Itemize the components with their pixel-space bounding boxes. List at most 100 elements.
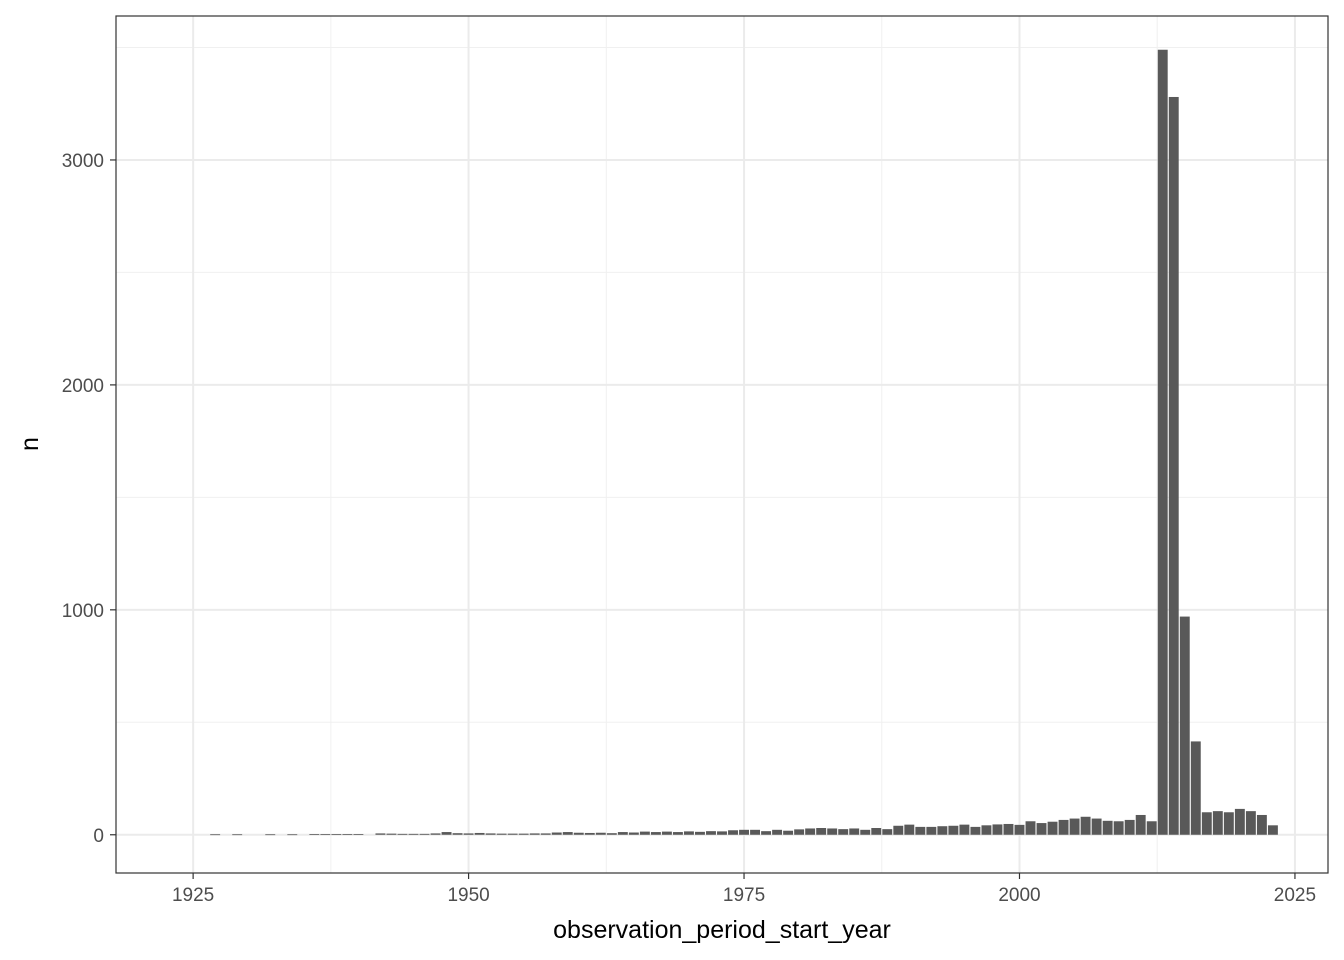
bar [430, 833, 441, 835]
bar [816, 828, 827, 835]
bar [375, 833, 386, 835]
y-axis-ticks: 0 1000 2000 3000 [62, 151, 116, 847]
x-axis-title: observation_period_start_year [553, 916, 891, 944]
bar [1201, 812, 1212, 835]
bar [1223, 812, 1234, 835]
bar [860, 829, 871, 835]
bar [1003, 823, 1014, 835]
bar [661, 831, 672, 835]
bar [386, 833, 397, 835]
bar [232, 834, 243, 836]
bar [683, 831, 694, 835]
bar [871, 828, 882, 835]
bar [695, 831, 705, 835]
bar [992, 824, 1003, 835]
bar [1168, 96, 1179, 835]
bar [717, 831, 727, 835]
bar [518, 833, 529, 835]
bar [915, 826, 926, 835]
bar [562, 832, 573, 835]
bar [1080, 816, 1091, 835]
bar [882, 829, 893, 835]
x-tick-label: 2025 [1274, 885, 1316, 906]
bar [353, 834, 364, 835]
bar [728, 830, 738, 835]
bar [617, 832, 628, 835]
bar [1058, 819, 1069, 835]
bar [584, 832, 595, 835]
bar [1157, 49, 1168, 835]
x-tick-label: 1925 [172, 885, 214, 906]
bar [1025, 821, 1036, 835]
bar [485, 833, 496, 835]
bar [739, 829, 749, 835]
bar [1190, 741, 1201, 835]
y-tick-label: 1000 [62, 601, 104, 622]
bar [1146, 821, 1157, 835]
bar [1256, 814, 1267, 835]
bar [650, 832, 661, 835]
bar [893, 825, 904, 835]
y-tick-label: 2000 [62, 376, 104, 397]
x-tick-label: 1950 [447, 885, 489, 906]
bar [948, 825, 959, 835]
bar [474, 832, 485, 835]
bar [419, 833, 430, 835]
bar [628, 832, 639, 835]
bar [441, 832, 452, 835]
bar [595, 832, 606, 835]
bar [970, 826, 981, 835]
x-tick-label: 1975 [723, 885, 765, 906]
bar [529, 833, 540, 835]
bar [606, 833, 617, 835]
bar [1234, 808, 1245, 835]
bars [210, 49, 1278, 836]
bar [1102, 820, 1113, 835]
x-axis-ticks: 1925 1950 1975 2000 2025 [172, 873, 1316, 906]
bar [1267, 825, 1278, 835]
bar [320, 834, 331, 835]
bar [496, 833, 507, 835]
y-axis-title: n [16, 437, 44, 451]
bar [838, 829, 849, 835]
x-tick-label: 2000 [998, 885, 1040, 906]
bar [507, 833, 518, 835]
bar [639, 831, 650, 835]
bar [1124, 819, 1135, 835]
bar [1135, 814, 1146, 835]
bar [397, 833, 408, 835]
bar [463, 833, 474, 835]
plot-border [115, 15, 1329, 874]
minor-gridlines [116, 16, 1328, 873]
bar [309, 834, 320, 835]
bar [210, 834, 221, 836]
bar [783, 830, 794, 835]
bar [904, 824, 915, 835]
bar [1091, 818, 1102, 835]
bar [937, 826, 948, 835]
bar [331, 834, 342, 835]
bar [287, 834, 298, 836]
bar [926, 826, 937, 835]
bar [1212, 811, 1223, 835]
bar [408, 833, 419, 835]
bar [805, 828, 816, 835]
bar [1047, 821, 1058, 835]
bar [849, 828, 860, 835]
bar [342, 834, 353, 835]
bar [827, 828, 838, 835]
y-tick-label: 0 [93, 826, 104, 847]
bar [1036, 823, 1047, 835]
y-tick-label: 3000 [62, 151, 104, 172]
bar [1069, 818, 1080, 835]
bar [1179, 616, 1190, 835]
bar [265, 834, 276, 836]
bar [551, 832, 562, 835]
bar [1113, 821, 1124, 835]
bar [1014, 824, 1025, 835]
plot-background [116, 16, 1328, 873]
bar [750, 829, 761, 835]
bar [706, 831, 716, 835]
bar [672, 832, 683, 835]
